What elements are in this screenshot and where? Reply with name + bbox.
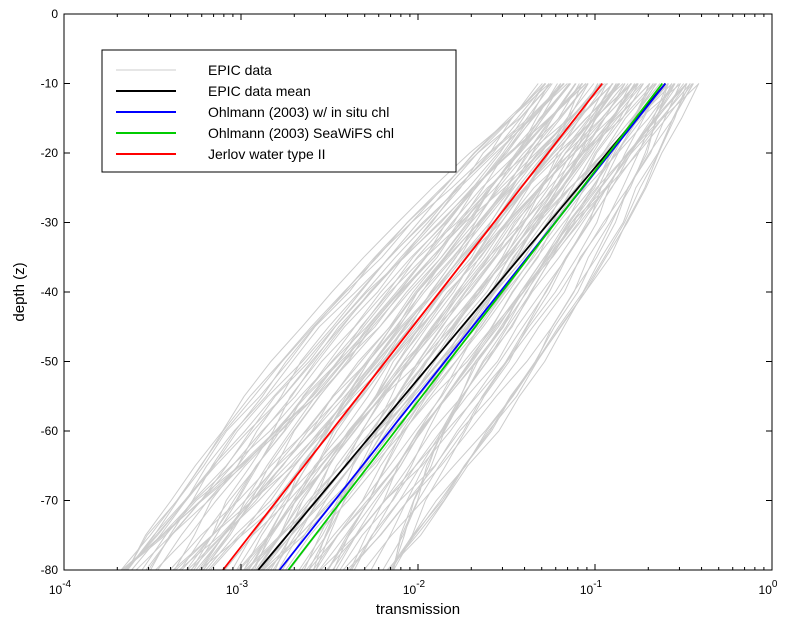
series-line-epic-data-mean <box>257 82 667 571</box>
x-axis-ticks: 10-4 10-3 10-2 10-1 100 <box>49 14 778 597</box>
epic-profile-line <box>335 83 675 571</box>
epic-profile-line <box>305 83 639 571</box>
epic-profile-line <box>312 83 663 571</box>
epic-profile-line <box>169 83 577 571</box>
epic-profile-line <box>349 83 694 571</box>
epic-profile-line <box>135 83 553 571</box>
series-lines <box>222 82 667 571</box>
epic-profile-line <box>388 83 694 571</box>
epic-profile-line <box>255 83 636 571</box>
epic-profile-line <box>281 83 620 571</box>
epic-profile-line <box>248 83 642 571</box>
epic-profile-line <box>157 83 547 571</box>
epic-profile-line <box>172 83 583 571</box>
epic-profile-line <box>248 83 614 571</box>
x-tick-label: 10-1 <box>580 579 603 597</box>
epic-profile-line <box>122 83 571 571</box>
epic-profile-line <box>190 83 558 571</box>
epic-data-band <box>120 83 700 571</box>
x-tick-base: 10 <box>580 583 594 597</box>
x-tick-exponent: -3 <box>239 579 248 590</box>
series-line-jerlov-water-type-ii <box>222 82 604 571</box>
legend-label: Ohlmann (2003) w/ in situ chl <box>208 104 389 120</box>
epic-profile-line <box>181 83 561 571</box>
epic-profile-line <box>363 83 688 571</box>
epic-profile-line <box>303 83 673 571</box>
legend-label: EPIC data <box>208 62 272 78</box>
y-tick-label: -70 <box>41 494 59 508</box>
epic-profile-line <box>260 83 644 571</box>
epic-profile-line <box>127 83 564 571</box>
x-tick-label: 10-4 <box>49 579 72 597</box>
epic-profile-line <box>389 83 673 571</box>
epic-profile-line <box>387 83 700 571</box>
epic-profile-line <box>289 83 621 571</box>
legend-label: Ohlmann (2003) SeaWiFS chl <box>208 125 394 141</box>
epic-profile-line <box>250 83 599 571</box>
epic-profile-line <box>127 83 546 571</box>
y-tick-label: -80 <box>41 563 59 577</box>
y-tick-label: -30 <box>41 216 59 230</box>
epic-profile-line <box>131 83 565 571</box>
epic-profile-line <box>207 83 602 571</box>
epic-profile-line <box>203 83 614 571</box>
epic-profile-line <box>315 83 675 571</box>
x-tick-exponent: 0 <box>772 579 778 590</box>
y-tick-label: -10 <box>41 77 59 91</box>
epic-profile-line <box>326 83 650 571</box>
epic-profile-line <box>150 83 546 571</box>
x-tick-label: 100 <box>759 579 778 597</box>
epic-profile-line <box>193 83 609 571</box>
epic-profile-line <box>255 83 607 571</box>
epic-profile-line <box>308 83 654 571</box>
epic-profile-line <box>190 83 587 571</box>
epic-profile-line <box>386 83 691 571</box>
x-tick-base: 10 <box>226 583 240 597</box>
epic-profile-line <box>236 83 632 571</box>
epic-profile-line <box>332 83 693 571</box>
epic-profile-line <box>200 83 602 571</box>
epic-profile-line <box>382 83 679 571</box>
epic-profile-line <box>258 83 599 571</box>
epic-profile-line <box>187 83 576 571</box>
epic-profile-line <box>251 83 632 571</box>
y-tick-label: -60 <box>41 424 59 438</box>
x-tick-exponent: -1 <box>593 579 602 590</box>
y-tick-label: -40 <box>41 285 59 299</box>
epic-profile-line <box>342 83 669 571</box>
x-tick-base: 10 <box>403 583 417 597</box>
epic-profile-line <box>179 83 583 571</box>
epic-profile-line <box>301 83 661 571</box>
x-tick-label: 10-2 <box>403 579 426 597</box>
legend-label: Jerlov water type II <box>208 146 326 162</box>
epic-profile-line <box>141 83 565 571</box>
epic-profile-line <box>393 83 681 571</box>
y-tick-label: 0 <box>51 7 58 21</box>
epic-profile-line <box>253 83 601 571</box>
epic-profile-line <box>178 83 577 571</box>
epic-profile-line <box>237 83 638 571</box>
y-tick-label: -50 <box>41 355 59 369</box>
epic-profile-line <box>263 83 636 571</box>
x-tick-base: 10 <box>759 583 773 597</box>
series-line-ohlmann-2003-seawifs-chl <box>287 82 664 571</box>
x-tick-exponent: -4 <box>62 579 71 590</box>
x-axis-title: transmission <box>376 601 460 618</box>
epic-profile-line <box>308 83 681 571</box>
x-tick-exponent: -2 <box>416 579 425 590</box>
epic-profile-line <box>351 83 658 571</box>
y-axis-ticks: 0 -10 -20 -30 -40 -50 -60 -70 -80 <box>41 7 772 577</box>
y-tick-label: -20 <box>41 146 59 160</box>
legend: EPIC data EPIC data mean Ohlmann (2003) w/… <box>101 49 457 173</box>
epic-profile-line <box>121 83 546 571</box>
epic-profile-line <box>298 83 639 571</box>
epic-profile-line <box>205 83 580 571</box>
epic-profile-line <box>320 83 663 571</box>
legend-label: EPIC data mean <box>208 83 311 99</box>
x-tick-base: 10 <box>49 583 63 597</box>
epic-profile-line <box>126 83 539 571</box>
y-axis-title: depth (z) <box>11 262 28 321</box>
x-tick-label: 10-3 <box>226 579 249 597</box>
